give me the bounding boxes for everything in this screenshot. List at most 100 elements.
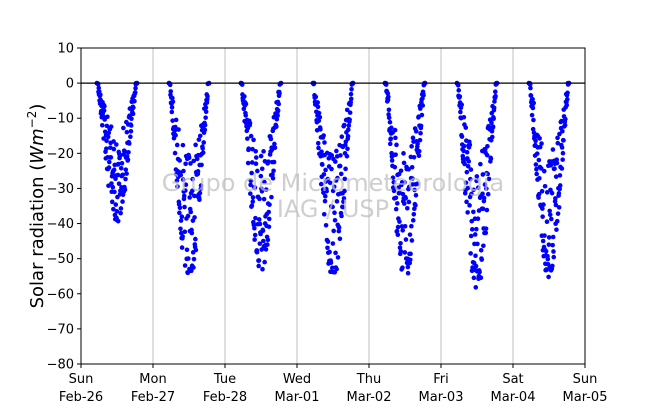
- data-point-501: [324, 188, 329, 194]
- data-point-65: [112, 189, 117, 195]
- data-point-139: [132, 98, 137, 104]
- data-point-286: [203, 115, 208, 120]
- data-point-227: [187, 195, 192, 200]
- data-point-231: [188, 209, 194, 215]
- data-points: [94, 80, 572, 290]
- data-point-126: [128, 128, 134, 134]
- data-point-699: [409, 144, 414, 149]
- data-point-61: [111, 206, 116, 212]
- data-point-88: [118, 210, 123, 216]
- data-point-335: [248, 191, 253, 196]
- data-point-888: [491, 105, 497, 111]
- data-point-433: [274, 116, 280, 122]
- data-point-128: [129, 116, 134, 122]
- data-point-975: [546, 235, 552, 240]
- data-point-354: [253, 215, 258, 221]
- data-point-828: [475, 216, 481, 222]
- data-point-802: [468, 167, 474, 172]
- data-point-329: [246, 146, 251, 151]
- x-tick-date-6: Mar-04: [491, 390, 536, 405]
- x-tick-date-3: Mar-01: [275, 390, 320, 405]
- data-point-523: [330, 204, 335, 210]
- data-point-90: [118, 166, 124, 171]
- data-point-193: [178, 226, 183, 232]
- data-point-834: [477, 269, 482, 275]
- data-point-106: [123, 176, 128, 182]
- data-point-529: [331, 184, 337, 190]
- data-point-705: [410, 218, 416, 223]
- data-point-755: [455, 83, 461, 88]
- data-point-686: [405, 270, 411, 276]
- data-point-31: [102, 129, 108, 135]
- data-point-704: [410, 135, 416, 141]
- data-point-863: [485, 143, 490, 149]
- data-point-1025: [560, 157, 565, 162]
- data-point-165: [170, 99, 176, 105]
- y-tick-label-9: −80: [47, 358, 74, 373]
- data-point-470: [315, 140, 321, 146]
- data-point-250: [193, 247, 199, 253]
- data-point-190: [177, 158, 182, 163]
- data-point-990: [550, 234, 556, 240]
- data-point-695: [408, 251, 413, 257]
- data-point-986: [549, 190, 555, 196]
- data-point-1014: [557, 186, 562, 192]
- watermark-line-2: IAG / USP: [277, 195, 389, 223]
- data-point-411: [268, 136, 274, 142]
- data-point-1028: [561, 138, 566, 143]
- y-tick-label-5: −40: [47, 217, 74, 232]
- data-point-180: [174, 178, 180, 183]
- data-point-987: [550, 263, 555, 269]
- data-point-683: [405, 206, 410, 211]
- y-tick-label-1: 0: [66, 77, 74, 92]
- data-point-7: [96, 85, 102, 91]
- data-point-383: [261, 238, 266, 244]
- data-point-640: [393, 152, 398, 157]
- data-point-974: [546, 242, 552, 247]
- data-point-673: [402, 180, 407, 185]
- data-point-283: [202, 127, 208, 133]
- data-point-624: [389, 125, 394, 131]
- data-point-702: [410, 176, 415, 181]
- data-point-619: [387, 119, 393, 125]
- data-point-637: [392, 164, 398, 170]
- plot-frame: [80, 47, 586, 365]
- data-point-44: [106, 130, 112, 136]
- data-point-341: [249, 203, 255, 208]
- data-point-39: [105, 114, 110, 120]
- data-point-839: [478, 275, 484, 281]
- data-point-916: [530, 126, 536, 132]
- data-point-671: [401, 160, 407, 166]
- data-point-937: [536, 157, 542, 163]
- data-point-368: [256, 217, 262, 222]
- data-point-82: [116, 181, 122, 187]
- data-point-995: [552, 166, 557, 171]
- data-point-275: [200, 146, 205, 151]
- data-point-375: [258, 153, 264, 159]
- data-point-115: [125, 157, 131, 162]
- data-point-78: [115, 172, 121, 178]
- data-point-550: [337, 236, 343, 242]
- data-point-54: [109, 181, 114, 186]
- data-point-719: [414, 181, 420, 187]
- data-point-586: [347, 117, 352, 122]
- data-point-633: [391, 179, 397, 185]
- data-point-649: [395, 224, 401, 230]
- data-point-846: [480, 172, 486, 177]
- data-point-634: [391, 188, 397, 194]
- data-point-438: [275, 108, 281, 113]
- data-point-977: [547, 208, 552, 214]
- data-point-266: [197, 133, 203, 139]
- data-point-929: [534, 171, 539, 177]
- data-point-211: [183, 188, 188, 193]
- data-point-869: [486, 176, 492, 182]
- data-point-201: [180, 234, 185, 239]
- data-point-235: [189, 230, 195, 236]
- data-point-804: [469, 191, 474, 197]
- data-point-287: [203, 105, 209, 110]
- data-point-233: [189, 268, 194, 274]
- data-point-591: [348, 91, 354, 97]
- data-point-539: [334, 199, 340, 204]
- data-point-731: [417, 106, 423, 111]
- data-point-163: [170, 95, 175, 101]
